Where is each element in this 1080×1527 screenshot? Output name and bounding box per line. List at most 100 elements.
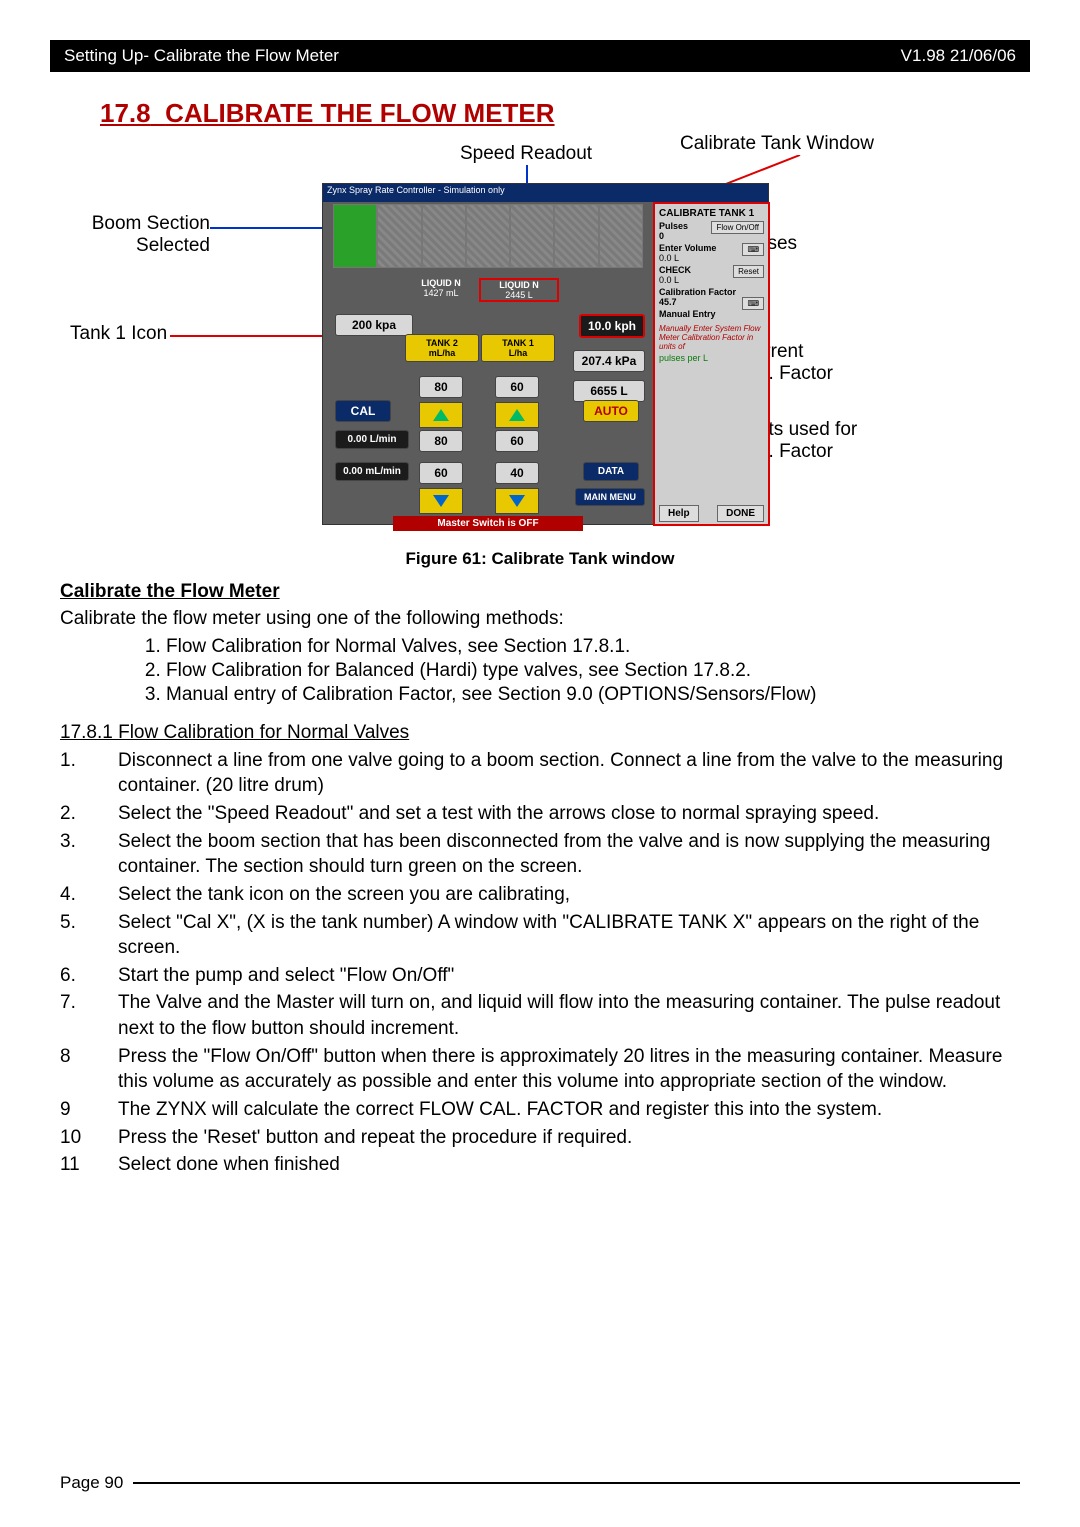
panel-footer: Help DONE bbox=[659, 505, 764, 522]
panel-title: CALIBRATE TANK 1 bbox=[659, 208, 764, 219]
intro-para: Calibrate the flow meter using one of th… bbox=[60, 607, 1020, 632]
page-number: Page 90 bbox=[60, 1473, 123, 1493]
app-window: Zynx Spray Rate Controller - Simulation … bbox=[322, 183, 769, 525]
step-number: 7. bbox=[60, 990, 118, 1041]
method-1: Flow Calibration for Normal Valves, see … bbox=[166, 636, 1020, 658]
check-label: CHECK bbox=[659, 265, 691, 275]
volume-label: Enter Volume bbox=[659, 243, 716, 253]
header-left: Setting Up- Calibrate the Flow Meter bbox=[64, 46, 339, 66]
total-readout: 6655 L bbox=[573, 380, 645, 402]
method-3: Manual entry of Calibration Factor, see … bbox=[166, 684, 1020, 706]
volume-unit: L bbox=[674, 253, 679, 263]
pressure-kpa[interactable]: 200 kpa bbox=[335, 314, 413, 336]
calibrate-tank-panel: CALIBRATE TANK 1 Pulses Flow On/Off 0 En… bbox=[653, 202, 770, 526]
up-t2-icon[interactable] bbox=[419, 402, 463, 428]
pulses-label: Pulses bbox=[659, 221, 688, 231]
boom-5[interactable] bbox=[510, 204, 554, 268]
figure-area: Speed Readout Calibrate Tank Window Boom… bbox=[60, 133, 1020, 563]
boom-1[interactable] bbox=[333, 204, 377, 268]
auto-button[interactable]: AUTO bbox=[583, 400, 639, 422]
step-text: Press the "Flow On/Off" button when ther… bbox=[118, 1044, 1020, 1095]
step-row: 8Press the "Flow On/Off" button when the… bbox=[60, 1044, 1020, 1095]
rate-t2-c: 60 bbox=[419, 462, 463, 484]
step-row: 9The ZYNX will calculate the correct FLO… bbox=[60, 1097, 1020, 1123]
liquid2-label: LIQUID N2445 L bbox=[479, 278, 559, 302]
subsection-heading: 17.8.1 Flow Calibration for Normal Valve… bbox=[60, 722, 1020, 744]
help-button[interactable]: Help bbox=[659, 505, 699, 522]
callout-calwin: Calibrate Tank Window bbox=[680, 133, 874, 155]
boom-3[interactable] bbox=[422, 204, 466, 268]
step-number: 9 bbox=[60, 1097, 118, 1123]
factor-value: 45.7 bbox=[659, 297, 677, 307]
boom-7[interactable] bbox=[599, 204, 643, 268]
down-t2-icon[interactable] bbox=[419, 488, 463, 514]
flow-onoff-button[interactable]: Flow On/Off bbox=[711, 221, 764, 234]
reset-button[interactable]: Reset bbox=[733, 265, 764, 278]
step-row: 3.Select the boom section that has been … bbox=[60, 829, 1020, 880]
step-number: 11 bbox=[60, 1152, 118, 1178]
rate-t2-a: 80 bbox=[419, 376, 463, 398]
check-row: CHECK Reset 0.0 L bbox=[659, 265, 764, 285]
step-text: Select the tank icon on the screen you a… bbox=[118, 882, 570, 908]
boom-4[interactable] bbox=[466, 204, 510, 268]
volume-value: 0.0 bbox=[659, 253, 672, 263]
step-number: 4. bbox=[60, 882, 118, 908]
step-number: 8 bbox=[60, 1044, 118, 1095]
up-t1-icon[interactable] bbox=[495, 402, 539, 428]
done-button[interactable]: DONE bbox=[717, 505, 764, 522]
liquid1-label: LIQUID N1427 mL bbox=[403, 278, 479, 298]
steps-list: 1.Disconnect a line from one valve going… bbox=[60, 748, 1020, 1178]
pulses-value: 0 bbox=[659, 231, 664, 241]
app-title: Zynx Spray Rate Controller - Simulation … bbox=[323, 184, 768, 202]
pressure-readout: 207.4 kPa bbox=[573, 350, 645, 372]
footer-rule bbox=[133, 1482, 1020, 1484]
step-text: Press the 'Reset' button and repeat the … bbox=[118, 1125, 632, 1151]
boom-6[interactable] bbox=[554, 204, 598, 268]
cal-button[interactable]: CAL bbox=[335, 400, 391, 422]
manual-row: Manual Entry bbox=[659, 309, 764, 319]
boom-2[interactable] bbox=[377, 204, 421, 268]
factor-row: Calibration Factor 45.7 ⌨ bbox=[659, 287, 764, 307]
panel-note: Manually Enter System Flow Meter Calibra… bbox=[659, 325, 764, 351]
rate-t2-b: 80 bbox=[419, 430, 463, 452]
step-text: Select the boom section that has been di… bbox=[118, 829, 1020, 880]
figure-caption: Figure 61: Calibrate Tank window bbox=[60, 549, 1020, 569]
rate-t1-b: 60 bbox=[495, 430, 539, 452]
step-row: 1.Disconnect a line from one valve going… bbox=[60, 748, 1020, 799]
tank2-unit[interactable]: TANK 2 mL/ha bbox=[405, 334, 479, 362]
volume-row: Enter Volume ⌨ 0.0 L bbox=[659, 243, 764, 263]
pulses-row: Pulses Flow On/Off 0 bbox=[659, 221, 764, 241]
rate-t1-c: 40 bbox=[495, 462, 539, 484]
tank1-unit[interactable]: TANK 1 L/ha bbox=[481, 334, 555, 362]
flow-rate-2: 0.00 mL/min bbox=[335, 462, 409, 481]
step-row: 6.Start the pump and select "Flow On/Off… bbox=[60, 963, 1020, 989]
step-text: Select "Cal X", (X is the tank number) A… bbox=[118, 910, 1020, 961]
subheading-calibrate: Calibrate the Flow Meter bbox=[60, 581, 1020, 603]
factor-label: Calibration Factor bbox=[659, 287, 736, 297]
boom-sections[interactable] bbox=[333, 204, 643, 268]
keypad-icon[interactable]: ⌨ bbox=[742, 243, 764, 256]
step-number: 2. bbox=[60, 801, 118, 827]
section-heading: CALIBRATE THE FLOW METER bbox=[165, 98, 554, 128]
step-number: 5. bbox=[60, 910, 118, 961]
check-value: 0.0 bbox=[659, 275, 672, 285]
section-title: 17.8 CALIBRATE THE FLOW METER bbox=[100, 98, 1020, 129]
step-text: Select the "Speed Readout" and set a tes… bbox=[118, 801, 879, 827]
step-text: The ZYNX will calculate the correct FLOW… bbox=[118, 1097, 882, 1123]
keypad2-icon[interactable]: ⌨ bbox=[742, 297, 764, 310]
callout-boom: Boom Section Selected bbox=[60, 213, 210, 257]
callout-speed: Speed Readout bbox=[460, 143, 592, 165]
master-switch-status: Master Switch is OFF bbox=[393, 516, 583, 531]
header-right: V1.98 21/06/06 bbox=[901, 46, 1016, 66]
step-number: 10 bbox=[60, 1125, 118, 1151]
page-footer: Page 90 bbox=[60, 1473, 1020, 1493]
speed-readout[interactable]: 10.0 kph bbox=[579, 314, 645, 338]
step-text: Select done when finished bbox=[118, 1152, 340, 1178]
methods-list: Flow Calibration for Normal Valves, see … bbox=[60, 636, 1020, 706]
flow-rate-1: 0.00 L/min bbox=[335, 430, 409, 449]
data-button[interactable]: DATA bbox=[583, 462, 639, 481]
main-menu-button[interactable]: MAIN MENU bbox=[575, 488, 645, 506]
panel-units: pulses per L bbox=[659, 353, 764, 363]
step-row: 11Select done when finished bbox=[60, 1152, 1020, 1178]
down-t1-icon[interactable] bbox=[495, 488, 539, 514]
